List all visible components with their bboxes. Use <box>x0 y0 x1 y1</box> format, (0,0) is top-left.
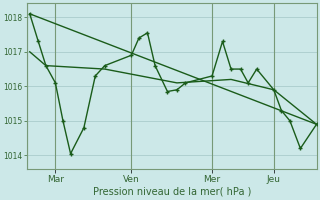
X-axis label: Pression niveau de la mer( hPa ): Pression niveau de la mer( hPa ) <box>92 187 251 197</box>
